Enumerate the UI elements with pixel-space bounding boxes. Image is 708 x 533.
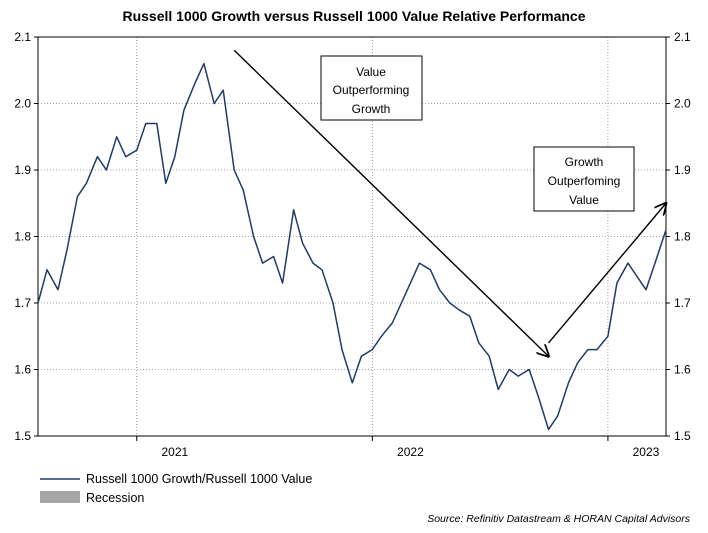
y-left-tick-label: 1.5	[14, 429, 31, 443]
y-right-tick-label: 1.6	[674, 363, 691, 377]
annotation-arrow-growth	[547, 203, 666, 344]
y-right-tick-label: 1.9	[674, 163, 691, 177]
annotation-value-line-3: Growth	[352, 102, 391, 116]
annotation-box-value: Value Outperforming Growth	[320, 55, 423, 121]
y-left-tick-label: 1.9	[14, 163, 31, 177]
x-axis: 2021 2022 2023	[136, 436, 660, 459]
chart-title: Russell 1000 Growth versus Russell 1000 …	[122, 8, 585, 24]
legend-label-series: Russell 1000 Growth/Russell 1000 Value	[86, 472, 312, 486]
annotation-box-growth: Growth Outperfoming Value	[533, 146, 635, 212]
y-left-tick-label: 2.0	[14, 97, 31, 111]
y-left-tick-label: 1.6	[14, 363, 31, 377]
annotation-arrow-value	[233, 49, 548, 356]
annotation-value-line-2: Outperforming	[333, 83, 410, 97]
y-right-tick-label: 2.0	[674, 97, 691, 111]
legend-swatch-recession	[40, 491, 80, 503]
annotation-growth-line-3: Value	[569, 193, 599, 207]
y-right-tick-label: 1.7	[674, 296, 691, 310]
annotation-growth-line-1: Growth	[565, 155, 604, 169]
y-right-tick-label: 1.5	[674, 429, 691, 443]
y-axis-left: 1.5 1.6 1.7 1.8 1.9 2.0 2.1	[14, 30, 38, 443]
y-axis-right: 1.5 1.6 1.7 1.8 1.9 2.0 2.1	[666, 30, 691, 443]
y-left-tick-label: 1.8	[14, 230, 31, 244]
y-right-tick-label: 1.8	[674, 230, 691, 244]
y-left-tick-label: 1.7	[14, 296, 31, 310]
annotation-growth-line-2: Outperfoming	[548, 174, 621, 188]
x-tick-label: 2023	[633, 445, 660, 459]
y-right-tick-label: 2.1	[674, 30, 691, 44]
x-tick-label: 2022	[397, 445, 424, 459]
x-tick-label: 2021	[161, 445, 188, 459]
legend: Russell 1000 Growth/Russell 1000 Value R…	[40, 472, 312, 505]
y-left-tick-label: 2.1	[14, 30, 31, 44]
legend-label-recession: Recession	[86, 491, 144, 505]
source-note: Source: Refinitiv Datastream & HORAN Cap…	[427, 513, 691, 525]
annotation-value-line-1: Value	[356, 65, 386, 79]
series-line-r1000g-r1000v	[37, 62, 667, 431]
